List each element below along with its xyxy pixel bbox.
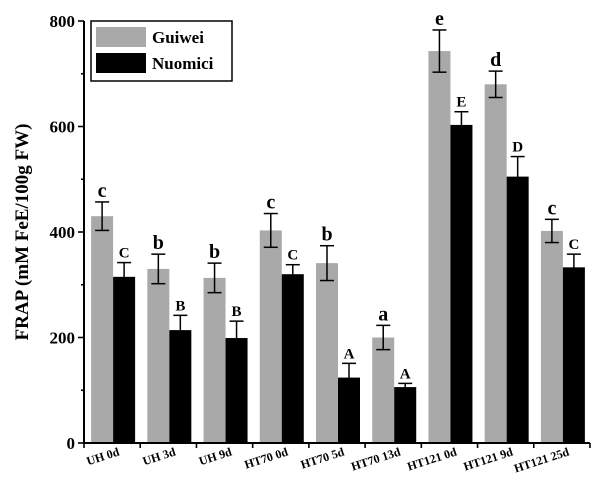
significance-label-nuomici-5: A <box>400 366 411 382</box>
x-tick-label: UH 9d <box>197 444 234 468</box>
legend-swatch-nuomici <box>96 53 146 73</box>
bar-guiwei-uh-0d <box>91 216 114 443</box>
significance-label-guiwei-1: b <box>153 232 164 254</box>
significance-label-guiwei-0: c <box>98 180 107 202</box>
bar-guiwei-ht121-25d <box>540 230 563 443</box>
bar-nuomici-ht121-9d <box>506 176 529 444</box>
legend: Guiwei Nuomici <box>90 20 233 82</box>
significance-label-guiwei-3: c <box>266 192 275 214</box>
bar-guiwei-ht121-0d <box>428 51 451 443</box>
legend-label-guiwei: Guiwei <box>152 28 204 47</box>
bar-nuomici-uh-0d <box>113 276 136 443</box>
significance-label-nuomici-7: D <box>512 140 523 156</box>
x-tick-label: HT70 5d <box>299 444 346 471</box>
significance-label-nuomici-0: C <box>119 246 130 262</box>
significance-label-nuomici-3: C <box>287 248 298 264</box>
bar-nuomici-ht70-13d <box>394 387 417 443</box>
legend-label-nuomici: Nuomici <box>152 54 214 73</box>
x-tick-label: HT121 9d <box>462 444 515 473</box>
x-tick-label: HT70 0d <box>243 444 290 471</box>
significance-label-nuomici-6: E <box>456 95 466 111</box>
significance-label-nuomici-2: B <box>232 304 242 320</box>
y-tick-label: 800 <box>50 12 76 31</box>
y-tick-label: 0 <box>67 434 76 453</box>
significance-label-nuomici-4: A <box>344 346 355 362</box>
significance-label-guiwei-8: c <box>547 197 556 219</box>
x-tick-label: HT121 25d <box>512 444 571 475</box>
x-tick-label: UH 3d <box>141 444 178 468</box>
y-tick-label: 400 <box>50 223 76 242</box>
bar-guiwei-ht70-5d <box>316 263 338 443</box>
significance-label-guiwei-2: b <box>209 241 220 263</box>
bar-nuomici-ht70-0d <box>281 274 304 443</box>
bar-guiwei-uh-9d <box>203 277 226 443</box>
y-tick-label: 200 <box>50 329 76 348</box>
plot-area: c C UH 0d b B UH 3d b B UH 9d c C HT70 0d b A HT70 5d a… <box>50 8 591 475</box>
bar-nuomici-ht121-25d <box>562 267 585 443</box>
bar-guiwei-ht70-13d <box>372 337 395 443</box>
significance-label-nuomici-1: B <box>175 298 185 314</box>
bar-nuomici-uh-3d <box>169 330 192 443</box>
bar-guiwei-uh-3d <box>147 268 170 443</box>
y-axis-label: FRAP (mM FeE/100g FW) <box>12 124 33 341</box>
significance-label-guiwei-6: e <box>435 8 444 30</box>
bar-guiwei-ht70-0d <box>259 230 282 443</box>
bar-nuomici-ht121-0d <box>450 124 473 443</box>
y-tick-label: 600 <box>50 118 76 137</box>
bar-nuomici-uh-9d <box>225 338 248 443</box>
bar-guiwei-ht121-9d <box>484 84 507 444</box>
legend-swatch-guiwei <box>96 27 146 47</box>
significance-label-guiwei-5: a <box>378 303 388 325</box>
x-tick-label: UH 0d <box>85 444 122 468</box>
significance-label-guiwei-7: d <box>490 49 501 71</box>
x-tick-label: HT70 13d <box>349 444 402 473</box>
significance-label-nuomici-8: C <box>568 237 579 253</box>
bar-nuomici-ht70-5d <box>338 377 360 443</box>
x-tick-label: HT121 0d <box>406 444 459 473</box>
significance-label-guiwei-4: b <box>321 224 332 246</box>
